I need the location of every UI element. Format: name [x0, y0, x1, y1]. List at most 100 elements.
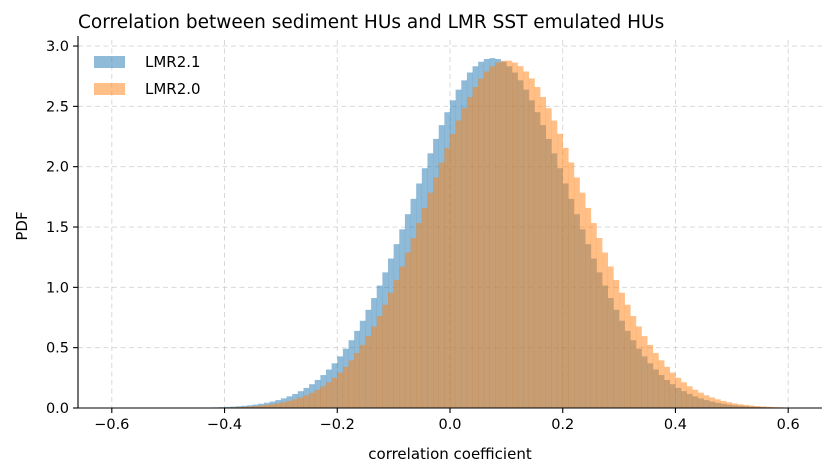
histogram-bar [461, 108, 468, 408]
histogram-bar [540, 96, 547, 408]
histogram-bar [455, 120, 462, 408]
histogram-bar [754, 406, 761, 408]
histogram-bar [331, 377, 338, 408]
histogram-bar [720, 400, 727, 408]
histogram-bar [545, 108, 552, 408]
histogram-bar [743, 404, 749, 408]
x-tick-label: −0.2 [320, 417, 355, 433]
histogram-bar [450, 133, 456, 408]
y-tick-label: 2.0 [46, 160, 69, 176]
histogram-bar [714, 399, 721, 408]
x-tick-label: 0.4 [664, 417, 687, 433]
histogram-bar [726, 402, 733, 408]
legend-label: LMR2.1 [145, 53, 201, 71]
histogram-bar [636, 326, 642, 408]
histogram-bar [320, 386, 327, 408]
y-tick-label: 1.0 [46, 280, 69, 296]
histogram-bar [247, 406, 253, 408]
x-tick-label: 0.0 [438, 417, 461, 433]
histogram-bar [286, 400, 293, 408]
chart-title: Correlation between sediment HUs and LMR… [78, 12, 664, 33]
histogram-bar [280, 402, 287, 408]
legend-swatch [94, 56, 125, 68]
histogram-bar [303, 395, 310, 408]
histogram-bar [433, 177, 439, 408]
histogram-bar [534, 87, 541, 408]
histogram-bar [410, 237, 417, 408]
histogram-bar [681, 382, 687, 408]
histogram-bar [613, 279, 620, 408]
histogram-bar [326, 382, 332, 408]
histogram-bar [472, 87, 479, 408]
histogram-bar [517, 66, 524, 408]
axes [73, 36, 822, 413]
histogram-bar [619, 292, 625, 408]
histogram-bar [500, 60, 507, 409]
histogram-bar [264, 404, 270, 408]
histogram-bar [314, 389, 321, 408]
histogram-bar [342, 366, 349, 408]
histogram-bar [382, 304, 389, 408]
histogram-bar [275, 403, 282, 408]
histogram-bar [241, 406, 248, 408]
histogram-bar [252, 406, 259, 408]
histogram-bar [399, 266, 406, 408]
histogram-bar [590, 223, 597, 408]
histogram-bar [269, 404, 276, 408]
histogram-bar [427, 192, 434, 408]
histogram-bar [258, 405, 265, 408]
histogram-bar [359, 344, 366, 408]
y-tick-label: 0.5 [46, 341, 69, 357]
histogram-bar [297, 397, 304, 408]
x-tick-label: 0.6 [777, 417, 800, 433]
histogram-bar [624, 304, 631, 408]
histogram-bar [652, 353, 659, 408]
histogram-bar [562, 147, 569, 409]
histogram-bar [557, 133, 563, 408]
histogram-bar [658, 360, 665, 408]
histogram-bar [416, 223, 423, 408]
histogram-bar [421, 207, 428, 408]
histogram-bar [602, 252, 609, 408]
histogram-bar [483, 71, 490, 409]
histogram-bar [337, 372, 344, 408]
histogram-bar [675, 377, 682, 408]
histogram-bar [466, 96, 473, 408]
histogram-bar [444, 147, 451, 409]
histogram-bar [579, 192, 586, 408]
histogram-bar [692, 389, 699, 408]
histogram-bar [506, 60, 513, 409]
y-tick-label: 0.0 [46, 401, 69, 417]
histogram-bar [309, 392, 315, 408]
histogram-bar [489, 66, 496, 408]
histogram-bar [737, 404, 744, 408]
y-axis-label: PDF [13, 211, 31, 240]
histogram-bar [698, 392, 704, 408]
histogram-bar [669, 372, 676, 408]
histogram-bar [709, 397, 716, 408]
histogram-bar [393, 279, 400, 408]
histogram-bar [731, 403, 738, 408]
tick-labels: −0.6 −0.4 −0.2 0.0 0.2 0.4 0.6 0.0 0.5 1.0 1.5 2.0 2… [46, 39, 800, 433]
histogram-bar [574, 177, 580, 408]
histogram-bar [376, 316, 383, 408]
x-tick-label: 0.2 [551, 417, 574, 433]
x-axis-label: correlation coefficient [368, 445, 532, 463]
histogram-bar [404, 252, 411, 408]
histogram-bar [596, 237, 603, 408]
x-tick-label: −0.4 [207, 417, 242, 433]
histogram-bar [686, 386, 693, 408]
histogram-bar [292, 399, 299, 408]
x-tick-label: −0.6 [94, 417, 129, 433]
histogram-bar [703, 395, 710, 408]
histogram-bar [348, 360, 355, 408]
histogram-bar [748, 405, 755, 408]
histogram-bar [478, 78, 485, 408]
legend: LMR2.1 LMR2.0 [94, 53, 201, 98]
histogram-bar [641, 336, 648, 408]
histogram-bar [371, 326, 377, 408]
y-tick-label: 3.0 [46, 39, 69, 55]
histogram-bar [354, 353, 361, 408]
histogram-bar [512, 62, 518, 408]
